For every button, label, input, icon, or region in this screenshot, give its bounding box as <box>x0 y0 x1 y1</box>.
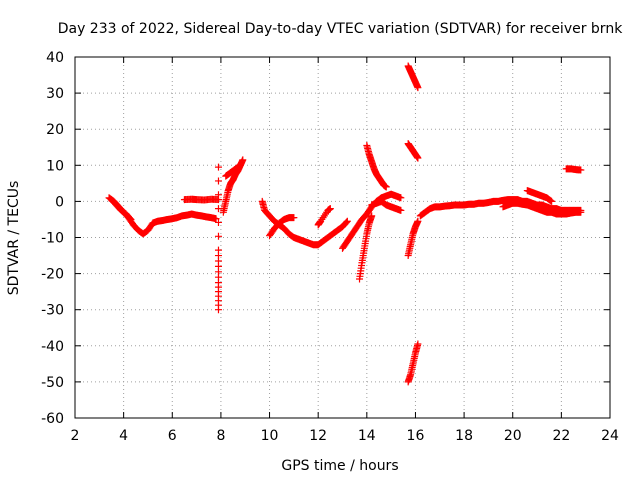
data-point <box>382 183 390 191</box>
chart-title: Day 233 of 2022, Sidereal Day-to-day VTE… <box>58 21 623 37</box>
data-point <box>214 177 222 185</box>
x-tick-label: 8 <box>216 428 225 444</box>
y-tick-label: 30 <box>46 86 64 102</box>
series-arc-l <box>363 141 390 191</box>
y-tick-label: -50 <box>41 375 64 391</box>
series-arc-m <box>368 197 405 214</box>
axis-ticks: 2 4 6 8 10 12 14 16 18 20 22 24-60-50-40-30-20-1001… <box>41 50 619 444</box>
series-arc-u <box>562 165 585 174</box>
x-tick-label: 4 <box>119 428 128 444</box>
data-point <box>546 196 554 204</box>
x-axis-label: GPS time / hours <box>281 458 398 474</box>
data-point <box>326 205 334 213</box>
data-point <box>397 206 405 214</box>
series-arc-b <box>180 195 222 204</box>
series-arc-t <box>523 187 556 205</box>
data-point <box>236 162 244 170</box>
data-point <box>548 197 556 205</box>
series-arc-h <box>266 214 298 240</box>
data-point <box>212 215 220 223</box>
data-point <box>368 212 376 220</box>
scatter-marks <box>105 62 585 386</box>
data-point <box>235 163 243 171</box>
data-point <box>214 232 222 240</box>
data-point <box>414 340 422 348</box>
y-axis-label: SDTVAR / TECUs <box>6 181 22 296</box>
y-tick-label: -40 <box>41 339 64 355</box>
series-arc-k <box>356 212 376 283</box>
data-point <box>214 218 222 226</box>
data-point <box>127 215 135 223</box>
data-point <box>126 215 134 223</box>
data-point <box>397 194 405 202</box>
series-arc-i <box>314 205 334 229</box>
y-tick-label: -10 <box>41 231 64 247</box>
x-tick-label: 20 <box>504 428 522 444</box>
data-point <box>577 208 585 216</box>
data-point <box>577 166 585 174</box>
data-point <box>239 156 247 164</box>
series-arc-s <box>499 199 585 218</box>
x-tick-label: 18 <box>455 428 473 444</box>
y-tick-label: -20 <box>41 267 64 283</box>
x-tick-label: 22 <box>552 428 570 444</box>
y-tick-label: -60 <box>41 411 64 427</box>
y-tick-label: 10 <box>46 158 64 174</box>
data-point <box>290 214 298 222</box>
series-arc-g <box>258 197 351 249</box>
data-point <box>414 84 422 92</box>
series-arc-q <box>404 340 422 386</box>
x-tick-label: 24 <box>601 428 619 444</box>
series-arc-p <box>404 217 422 260</box>
data-point <box>547 197 555 205</box>
x-tick-label: 10 <box>261 428 279 444</box>
data-point <box>236 161 244 169</box>
series-arc-d <box>214 163 222 314</box>
data-point <box>414 217 422 225</box>
series-arc-c <box>107 196 135 223</box>
y-tick-label: 40 <box>46 50 64 66</box>
data-point <box>214 306 222 314</box>
grid-lines <box>75 57 610 418</box>
y-tick-label: 0 <box>55 194 64 210</box>
y-tick-label: 20 <box>46 122 64 138</box>
x-tick-label: 2 <box>71 428 80 444</box>
series-arc-o <box>404 140 422 162</box>
data-point <box>343 218 351 226</box>
series-arc-f <box>222 161 244 180</box>
x-tick-label: 16 <box>407 428 425 444</box>
x-tick-label: 14 <box>358 428 376 444</box>
data-point <box>343 217 351 225</box>
series-arc-n <box>404 62 422 92</box>
data-point <box>214 191 222 199</box>
data-point <box>214 163 222 171</box>
x-tick-label: 6 <box>168 428 177 444</box>
y-tick-label: -30 <box>41 303 64 319</box>
data-point <box>414 154 422 162</box>
x-tick-label: 12 <box>309 428 327 444</box>
